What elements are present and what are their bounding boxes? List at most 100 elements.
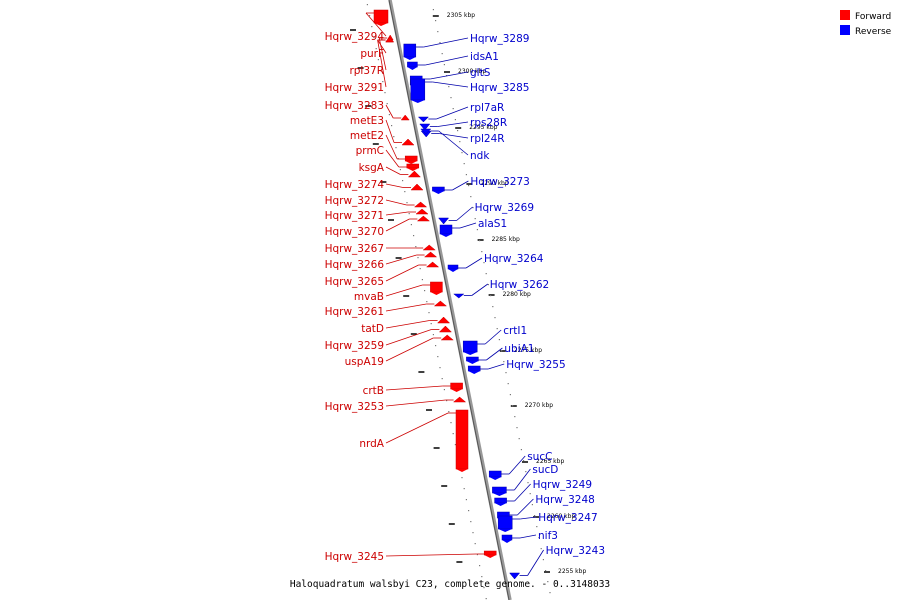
track-dot <box>448 86 450 88</box>
track-dot <box>507 383 509 385</box>
reverse-gene[interactable]: Hqrw_3269 <box>438 202 534 225</box>
legend-label: Reverse <box>855 27 892 37</box>
track-dot <box>529 493 531 495</box>
gene-arrow <box>423 251 438 258</box>
gene-label: sucD <box>532 464 558 476</box>
forward-gene[interactable]: Hqrw_3294 <box>325 9 389 43</box>
reverse-gene[interactable]: sucC <box>488 451 552 480</box>
label-leader <box>385 183 404 188</box>
gene-arrow <box>400 114 410 121</box>
gene-block <box>483 550 497 556</box>
forward-gene[interactable]: tatD <box>361 316 451 335</box>
forward-gene[interactable]: Hqrw_3272 <box>325 195 428 208</box>
tick-label: 2280 kbp <box>503 291 531 298</box>
reverse-gene[interactable]: Hqrw_3247 <box>497 512 598 532</box>
label-leader <box>517 498 534 516</box>
reverse-gene[interactable]: Hqrw_3264 <box>447 253 544 272</box>
reverse-gene[interactable]: idsA1 <box>407 51 499 70</box>
label-leader <box>437 121 469 127</box>
forward-gene[interactable]: Hqrw_3245 <box>325 550 497 563</box>
track-dot <box>377 59 379 61</box>
gene-label: Hqrw_3273 <box>470 176 529 188</box>
reverse-gene[interactable]: Hqrw_3289 <box>403 33 530 60</box>
label-leader <box>452 180 469 191</box>
track-dot <box>386 103 388 105</box>
label-leader <box>430 71 469 80</box>
forward-gene[interactable]: Hqrw_3266 <box>325 251 438 271</box>
reverse-gene[interactable]: rpl24R <box>420 130 505 145</box>
forward-gene[interactable]: Hqrw_3253 <box>325 396 467 413</box>
reverse-gene[interactable]: alaS1 <box>439 218 507 237</box>
track-dot <box>424 290 426 292</box>
track-dot <box>428 312 430 314</box>
forward-gene[interactable]: rpl37R <box>349 34 394 77</box>
tick-label: 2300 kbp <box>458 68 486 75</box>
gene-label: rpl24R <box>470 133 505 145</box>
gene-label: nrdA <box>359 438 384 450</box>
label-leader <box>385 399 446 407</box>
gene-label: Hqrw_3270 <box>325 226 384 238</box>
reverse-gene[interactable]: rps28R <box>419 117 507 131</box>
gene-arrow <box>489 477 502 480</box>
forward-gene[interactable]: metE3 <box>350 115 415 146</box>
reverse-gene[interactable]: rpl7aR <box>417 102 504 123</box>
reverse-gene[interactable]: sucD <box>492 464 558 496</box>
forward-gene[interactable]: mvaB <box>354 281 443 303</box>
forward-gene[interactable]: prmC <box>356 145 420 171</box>
reverse-gene[interactable]: nif3 <box>501 530 558 543</box>
gene-arrow <box>509 572 521 580</box>
label-leader <box>488 363 505 370</box>
label-leader <box>519 534 537 539</box>
label-leader <box>423 37 469 48</box>
scale-tick: 2270 kbp <box>510 402 553 409</box>
reverse-gene[interactable]: Hqrw_3249 <box>494 479 592 506</box>
track-dot <box>430 323 432 325</box>
gene-block <box>466 356 479 362</box>
forward-gene[interactable]: Hqrw_3261 <box>325 300 448 318</box>
reverse-gene[interactable]: Hqrw_3273 <box>432 176 530 194</box>
track-dot <box>437 356 439 358</box>
forward-gene[interactable]: Hqrw_3283 <box>325 100 410 121</box>
reverse-gene[interactable]: Hqrw_3243 <box>509 545 605 580</box>
forward-gene[interactable]: Hqrw_3259 <box>325 325 453 352</box>
reverse-gene[interactable]: Hqrw_3285 <box>410 78 530 103</box>
forward-gene[interactable]: uspA19 <box>345 334 454 368</box>
forward-gene[interactable]: Hqrw_3265 <box>325 261 440 288</box>
legend-swatch <box>840 10 850 20</box>
forward-gene[interactable]: crtB <box>363 382 463 397</box>
track-dot <box>483 587 485 589</box>
gene-arrow <box>419 123 431 131</box>
label-leader <box>377 39 387 54</box>
forward-gene[interactable]: Hqrw_3270 <box>325 215 431 238</box>
track-dot <box>432 334 434 336</box>
reverse-gene[interactable]: ubiA1 <box>466 343 535 364</box>
reverse-gene[interactable]: ndk <box>420 128 491 162</box>
track-dot <box>468 185 470 187</box>
reverse-gene[interactable]: crtI1 <box>462 325 527 355</box>
forward-gene[interactable]: Hqrw_3267 <box>325 243 436 255</box>
track-dot <box>441 53 443 55</box>
gene-label: rpl37R <box>349 65 384 77</box>
gene-label: Hqrw_3294 <box>325 31 385 43</box>
track-dot <box>512 405 514 407</box>
forward-gene[interactable]: metE2 <box>350 130 418 164</box>
track-dot <box>518 438 520 440</box>
track-dot <box>457 130 459 132</box>
track-dot <box>463 163 465 165</box>
reverse-genes: Hqrw_3289 idsA1 gltS Hqrw_3285 rpl7aR rps28R r… <box>403 33 605 580</box>
forward-gene[interactable]: Hqrw_3274 <box>325 179 424 191</box>
forward-gene[interactable]: nrdA <box>359 409 469 472</box>
track-dot <box>474 543 476 545</box>
forward-gene[interactable]: ksgA <box>359 162 422 178</box>
track-dot <box>525 471 527 473</box>
scale-tick: 2300 kbp <box>444 68 486 75</box>
track-dot <box>417 257 419 259</box>
track-dot <box>472 532 474 534</box>
forward-gene[interactable]: Hqrw_3271 <box>325 208 429 222</box>
track-dot <box>487 284 489 286</box>
reverse-gene[interactable]: Hqrw_3255 <box>467 359 566 374</box>
forward-gene[interactable]: Hqrw_3291 <box>325 36 395 94</box>
tick-label: 2275 kbp <box>514 347 542 354</box>
reverse-gene[interactable]: Hqrw_3262 <box>453 279 549 299</box>
gene-block <box>447 264 459 270</box>
